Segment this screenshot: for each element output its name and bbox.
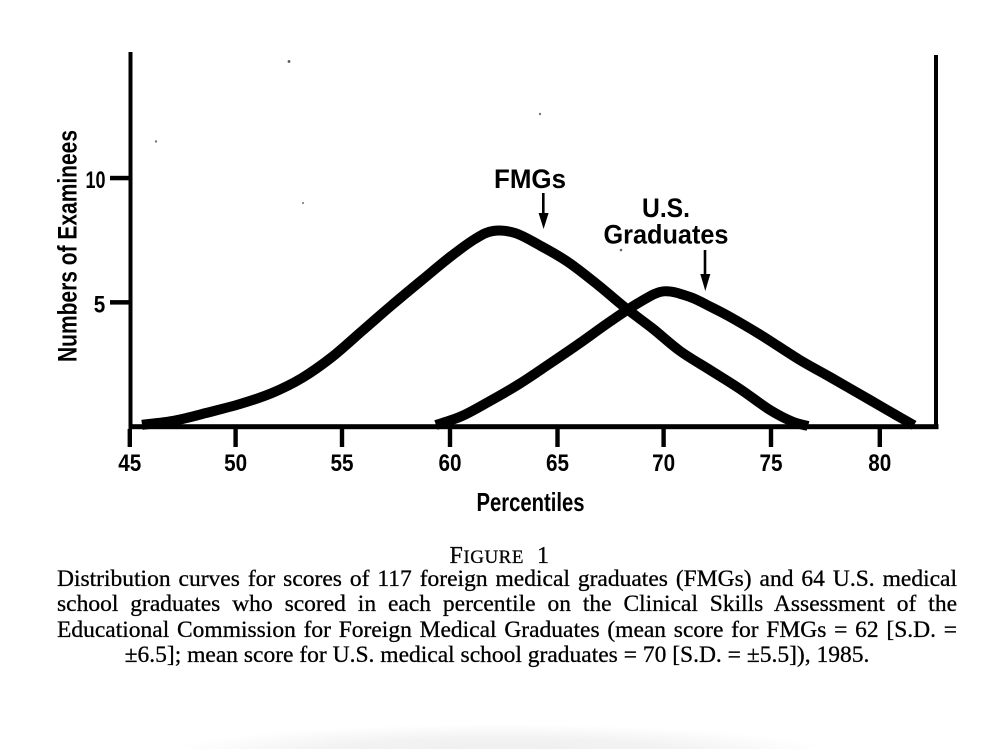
svg-text:FMGs: FMGs [494,164,566,194]
svg-text:80: 80 [868,450,891,477]
svg-text:65: 65 [546,450,569,477]
svg-text:Numbers of Examinees: Numbers of Examinees [53,130,83,362]
svg-text:U.S.: U.S. [642,193,690,223]
svg-text:75: 75 [760,450,783,477]
svg-text:5: 5 [94,292,106,319]
svg-text:60: 60 [439,450,462,477]
svg-text:50: 50 [224,450,247,477]
svg-text:Percentiles: Percentiles [477,487,585,517]
svg-text:70: 70 [652,450,675,477]
svg-text:Graduates: Graduates [604,220,729,250]
svg-text:45: 45 [118,450,141,477]
svg-text:55: 55 [331,450,354,477]
svg-text:10: 10 [86,167,106,194]
